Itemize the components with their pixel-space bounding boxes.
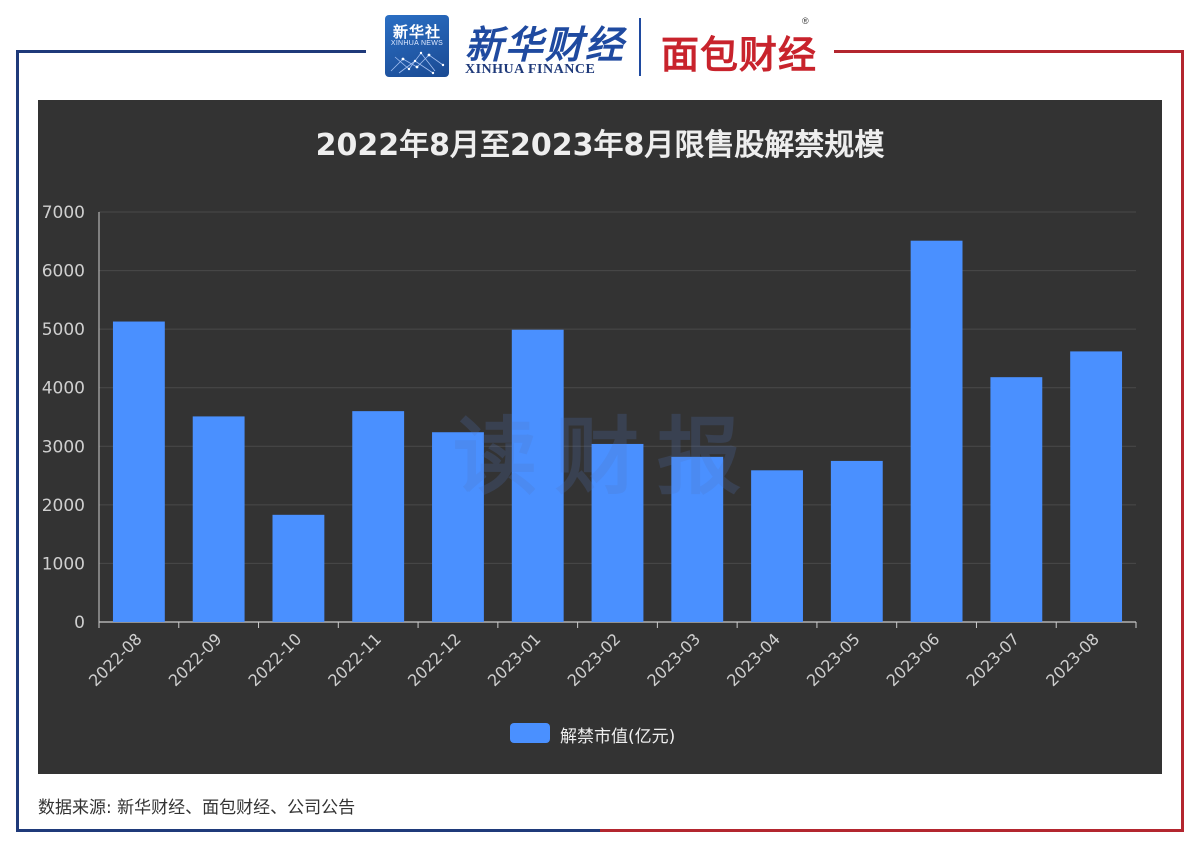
- bar: [192, 416, 245, 622]
- frame-top-right-line: [834, 50, 1184, 53]
- bar: [352, 411, 405, 622]
- data-source-note: 数据来源: 新华财经、面包财经、公司公告: [38, 798, 356, 818]
- bar: [751, 470, 803, 622]
- bar-chart-plot: 0 1000 2000 3000 4000 5000 6000 7000 2022-08 2022…: [42, 203, 1137, 690]
- x-tick-label: 2023-04: [723, 629, 784, 690]
- frame-left-border: [16, 50, 19, 832]
- x-tick-label: 2023-06: [883, 629, 944, 690]
- x-tick-label: 2023-07: [962, 629, 1023, 690]
- bar: [591, 443, 644, 622]
- globe-network-icon: [390, 51, 445, 75]
- bar: [272, 514, 325, 622]
- y-tick-label: 6000: [42, 262, 85, 282]
- y-tick-label: 2000: [42, 496, 85, 516]
- x-tick-label: 2022-12: [404, 629, 465, 690]
- bar: [910, 240, 963, 622]
- xinhua-badge-sub: XINHUA NEWS: [390, 40, 444, 47]
- bar: [830, 460, 883, 622]
- y-tick-label: 4000: [42, 379, 85, 399]
- xinhua-news-logo: 新华社 XINHUA NEWS: [385, 15, 449, 77]
- bar: [1070, 351, 1123, 622]
- frame-top-left-line: [16, 50, 366, 53]
- bar: [511, 329, 564, 622]
- bar: [432, 432, 484, 622]
- y-tick-label: 1000: [42, 554, 85, 574]
- xinhua-finance-logo-en: XINHUA FINANCE: [465, 62, 596, 77]
- y-tick-label: 5000: [42, 320, 85, 340]
- x-tick-label: 2022-10: [245, 629, 306, 690]
- mianbao-finance-logo: 面包财经: [661, 33, 818, 77]
- xinhua-finance-logo-cn: 新华财经: [465, 22, 626, 67]
- frame-right-border: [1181, 50, 1184, 832]
- logo-divider: [639, 18, 641, 76]
- x-tick-label: 2022-09: [165, 629, 226, 690]
- bar: [671, 456, 724, 622]
- y-tick-label: 7000: [42, 203, 85, 223]
- chart-title: 2022年8月至2023年8月限售股解禁规模: [315, 128, 885, 163]
- chart-panel: 2022年8月至2023年8月限售股解禁规模 0 1000 2000 3000 4000…: [38, 100, 1162, 774]
- y-tick-label: 3000: [42, 437, 85, 457]
- legend-swatch: [510, 723, 550, 743]
- bar: [990, 377, 1043, 622]
- header-logos: 新华社 XINHUA NEWS 新华财经 XINHUA FINANCE 面包财经…: [385, 12, 825, 82]
- registered-mark: ®: [802, 16, 809, 26]
- y-tick-label: 0: [74, 613, 85, 633]
- x-tick-label: 2023-01: [484, 629, 545, 690]
- frame-bottom-border: [16, 829, 1184, 832]
- xinhua-badge-name: 新华社: [392, 23, 441, 41]
- x-tick-label: 2023-03: [643, 629, 704, 690]
- x-tick-label: 2022-08: [85, 629, 146, 690]
- x-tick-label: 2023-02: [564, 629, 625, 690]
- bar: [112, 321, 165, 622]
- legend-label: 解禁市值(亿元): [560, 727, 676, 747]
- x-tick-label: 2023-05: [803, 629, 864, 690]
- watermark-text: 读财报: [453, 408, 760, 506]
- x-tick-label: 2022-11: [324, 629, 385, 690]
- x-tick-label: 2023-08: [1042, 629, 1103, 690]
